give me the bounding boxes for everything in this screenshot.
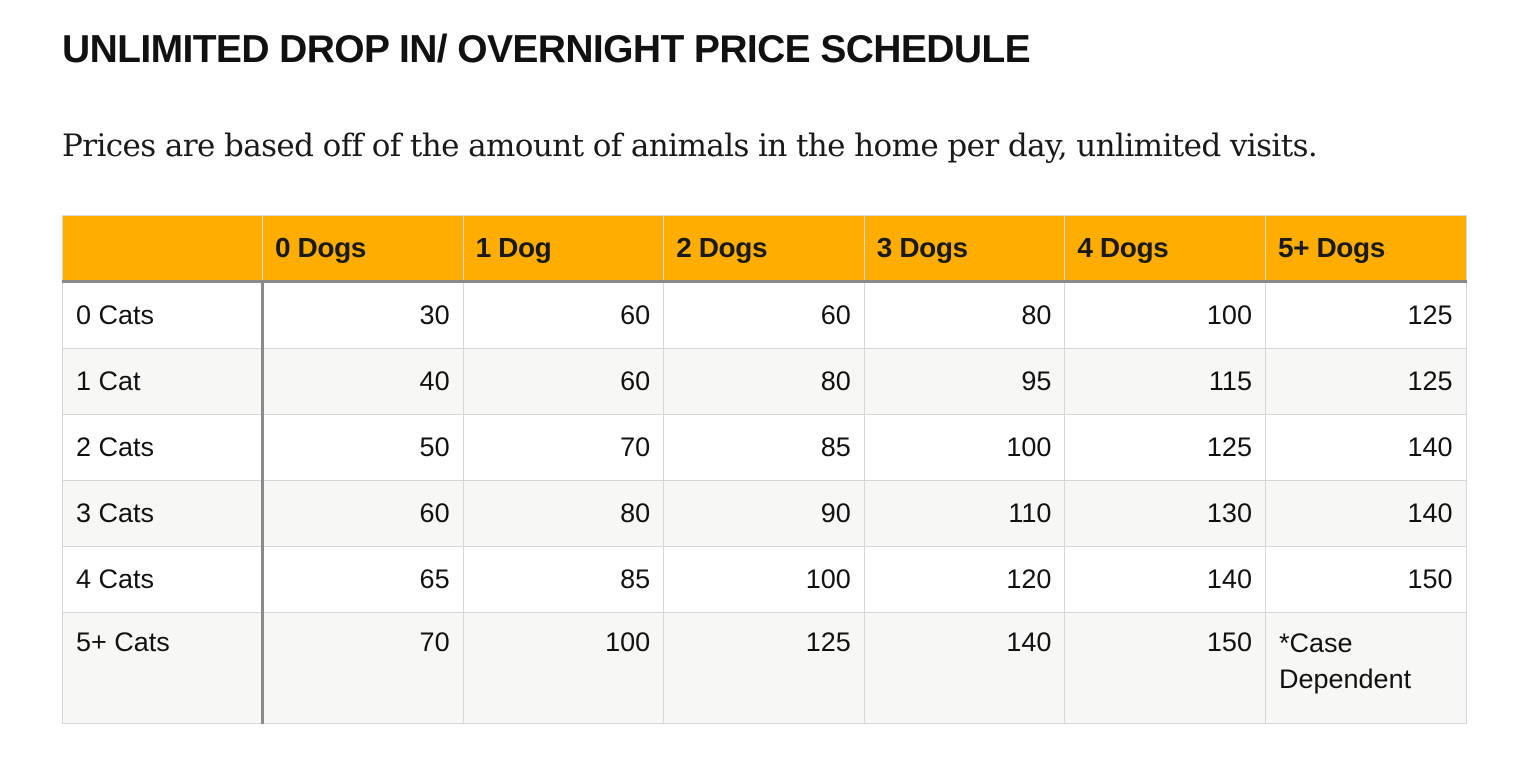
row-label: 4 Cats (62, 546, 264, 613)
price-cell: 150 (1064, 612, 1266, 724)
price-cell: 100 (1064, 281, 1266, 349)
header-cell-3-dogs: 3 Dogs (863, 215, 1066, 283)
price-cell: 90 (663, 480, 865, 547)
header-cell-2-dogs: 2 Dogs (663, 215, 865, 283)
row-label: 3 Cats (62, 480, 264, 547)
price-cell: 60 (462, 348, 665, 415)
header-cell-5-plus-dogs: 5+ Dogs (1264, 215, 1467, 283)
price-cell: 85 (663, 414, 865, 481)
row-label: 1 Cat (62, 348, 264, 415)
price-cell: 80 (663, 348, 865, 415)
table-row: 3 Cats 60 80 90 110 130 140 (62, 480, 1467, 547)
header-cell-0-dogs: 0 Dogs (262, 215, 464, 283)
price-cell: 80 (462, 480, 665, 547)
price-cell: 130 (1064, 480, 1266, 547)
price-cell: 140 (863, 612, 1066, 724)
header-cell-4-dogs: 4 Dogs (1064, 215, 1266, 283)
table-header-row: 0 Dogs 1 Dog 2 Dogs 3 Dogs 4 Dogs 5+ Dog… (62, 215, 1467, 283)
price-cell: 70 (262, 612, 464, 724)
price-cell: 100 (462, 612, 665, 724)
price-cell: 125 (1064, 414, 1266, 481)
price-cell: 115 (1064, 348, 1266, 415)
price-cell: 140 (1064, 546, 1266, 613)
price-cell: 60 (663, 281, 865, 349)
price-cell: 150 (1264, 546, 1467, 613)
price-cell: 60 (462, 281, 665, 349)
price-cell: 60 (262, 480, 464, 547)
page-title: UNLIMITED DROP IN/ OVERNIGHT PRICE SCHED… (62, 28, 1031, 71)
price-table: 0 Dogs 1 Dog 2 Dogs 3 Dogs 4 Dogs 5+ Dog… (62, 215, 1467, 724)
row-label: 0 Cats (62, 281, 264, 349)
row-label: 5+ Cats (62, 612, 264, 724)
price-cell: 140 (1264, 414, 1467, 481)
price-cell: 120 (863, 546, 1066, 613)
price-cell: 40 (262, 348, 464, 415)
price-cell: 100 (863, 414, 1066, 481)
price-cell: 125 (663, 612, 865, 724)
price-cell: 95 (863, 348, 1066, 415)
price-cell: 125 (1264, 348, 1467, 415)
table-row: 1 Cat 40 60 80 95 115 125 (62, 348, 1467, 415)
price-cell: 30 (262, 281, 464, 349)
price-cell: 65 (262, 546, 464, 613)
case-dependent-note: *Case Dependent (1264, 612, 1467, 724)
table-row: 0 Cats 30 60 60 80 100 125 (62, 281, 1467, 349)
page-subtitle: Prices are based off of the amount of an… (62, 128, 1318, 164)
price-cell: 50 (262, 414, 464, 481)
table-row: 2 Cats 50 70 85 100 125 140 (62, 414, 1467, 481)
price-cell: 100 (663, 546, 865, 613)
header-cell-1-dog: 1 Dog (462, 215, 665, 283)
table-row: 5+ Cats 70 100 125 140 150 *Case Depende… (62, 612, 1467, 724)
price-cell: 125 (1264, 281, 1467, 349)
price-cell: 80 (863, 281, 1066, 349)
price-cell: 70 (462, 414, 665, 481)
header-corner-cell (62, 215, 263, 283)
price-cell: 85 (462, 546, 665, 613)
price-cell: 140 (1264, 480, 1467, 547)
row-label: 2 Cats (62, 414, 264, 481)
table-row: 4 Cats 65 85 100 120 140 150 (62, 546, 1467, 613)
price-cell: 110 (863, 480, 1066, 547)
